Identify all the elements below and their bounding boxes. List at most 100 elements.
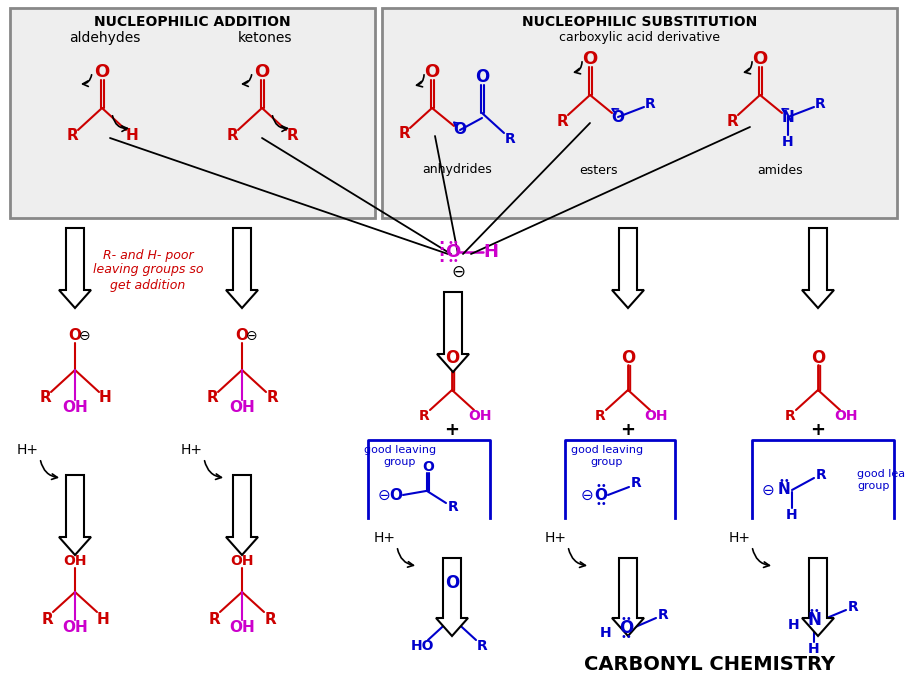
Text: H: H [786, 508, 798, 522]
Text: H: H [483, 243, 499, 261]
Text: H+: H+ [374, 531, 396, 545]
Text: CARBONYL CHEMISTRY: CARBONYL CHEMISTRY [585, 655, 835, 675]
Text: O: O [619, 619, 634, 637]
Text: R: R [398, 126, 410, 142]
Polygon shape [802, 558, 834, 636]
Text: carboxylic acid derivative: carboxylic acid derivative [559, 32, 720, 45]
Polygon shape [612, 228, 644, 308]
Text: H: H [782, 135, 794, 149]
Text: OH: OH [62, 401, 88, 416]
Text: R: R [477, 639, 488, 653]
Text: ••: •• [447, 256, 459, 266]
Text: H: H [808, 642, 820, 656]
Text: aldehydes: aldehydes [70, 31, 140, 45]
Text: ••: •• [595, 499, 607, 509]
Text: ••: •• [620, 614, 632, 624]
Text: R: R [557, 113, 567, 128]
FancyBboxPatch shape [10, 8, 375, 218]
Polygon shape [802, 228, 834, 308]
Text: OH: OH [468, 409, 491, 423]
Text: O: O [811, 349, 825, 367]
Polygon shape [59, 475, 91, 555]
Text: H: H [600, 626, 612, 640]
Text: O: O [475, 68, 489, 86]
Text: ⊖: ⊖ [581, 488, 594, 502]
Text: O: O [445, 243, 461, 261]
Text: ••: •• [447, 238, 459, 248]
Text: O: O [445, 349, 459, 367]
Text: R: R [208, 611, 220, 627]
Text: +: + [621, 421, 635, 439]
Text: +: + [444, 421, 460, 439]
Text: OH: OH [229, 620, 255, 635]
Text: ⊖: ⊖ [451, 263, 465, 281]
Text: O: O [612, 109, 624, 124]
Text: O: O [424, 63, 440, 81]
Text: H: H [97, 611, 110, 627]
Text: H+: H+ [729, 531, 751, 545]
Text: H: H [126, 128, 138, 144]
Text: R: R [595, 409, 605, 423]
Text: ⊖: ⊖ [762, 482, 775, 497]
Text: R: R [448, 500, 458, 514]
Text: H: H [788, 618, 800, 632]
Text: good leaving
group: good leaving group [857, 469, 905, 491]
Text: OH: OH [229, 401, 255, 416]
Text: R: R [785, 409, 795, 423]
Text: ketones: ketones [238, 31, 292, 45]
Text: R: R [848, 600, 858, 614]
Text: O: O [69, 328, 81, 344]
Text: R: R [286, 128, 298, 144]
Text: O: O [453, 122, 466, 137]
Text: O: O [621, 349, 635, 367]
Text: ••: •• [595, 481, 607, 491]
Text: O: O [254, 63, 270, 81]
Text: OH: OH [230, 554, 253, 568]
Text: O: O [583, 50, 597, 68]
Text: R: R [815, 468, 826, 482]
Text: OH: OH [62, 620, 88, 635]
Text: ••: •• [808, 606, 820, 616]
Text: O: O [389, 488, 403, 502]
Text: R: R [505, 132, 515, 146]
Text: R: R [66, 128, 78, 144]
Polygon shape [436, 558, 468, 636]
Text: +: + [811, 421, 825, 439]
Text: O: O [422, 460, 433, 474]
Text: N: N [807, 611, 821, 629]
Text: H: H [99, 390, 111, 405]
Text: NUCLEOPHILIC SUBSTITUTION: NUCLEOPHILIC SUBSTITUTION [522, 15, 757, 29]
Text: R: R [39, 390, 51, 405]
FancyBboxPatch shape [382, 8, 897, 218]
Polygon shape [226, 228, 258, 308]
Polygon shape [612, 558, 644, 636]
Text: N: N [782, 109, 795, 124]
Text: O: O [445, 574, 459, 592]
Text: esters: esters [579, 164, 617, 177]
Text: O: O [94, 63, 110, 81]
Text: H+: H+ [545, 531, 567, 545]
Text: H+: H+ [181, 443, 203, 457]
Text: O: O [235, 328, 249, 344]
Polygon shape [226, 475, 258, 555]
Text: N: N [777, 482, 790, 497]
Polygon shape [59, 228, 91, 308]
Polygon shape [437, 292, 469, 372]
Text: R: R [264, 611, 276, 627]
Text: R: R [814, 97, 825, 111]
Text: ••: •• [620, 632, 632, 642]
Text: ⊖: ⊖ [246, 329, 258, 343]
Text: R: R [266, 390, 278, 405]
Text: ⊖: ⊖ [80, 329, 91, 343]
Text: R: R [631, 476, 642, 490]
Text: OH: OH [834, 409, 858, 423]
Text: R: R [726, 113, 738, 128]
Text: R: R [419, 409, 429, 423]
Text: R: R [226, 128, 238, 144]
Text: amides: amides [757, 164, 803, 177]
Text: good leaving
group: good leaving group [571, 445, 643, 466]
Text: R: R [206, 390, 218, 405]
Text: R: R [41, 611, 52, 627]
Text: O: O [752, 50, 767, 68]
Text: O: O [595, 488, 607, 502]
